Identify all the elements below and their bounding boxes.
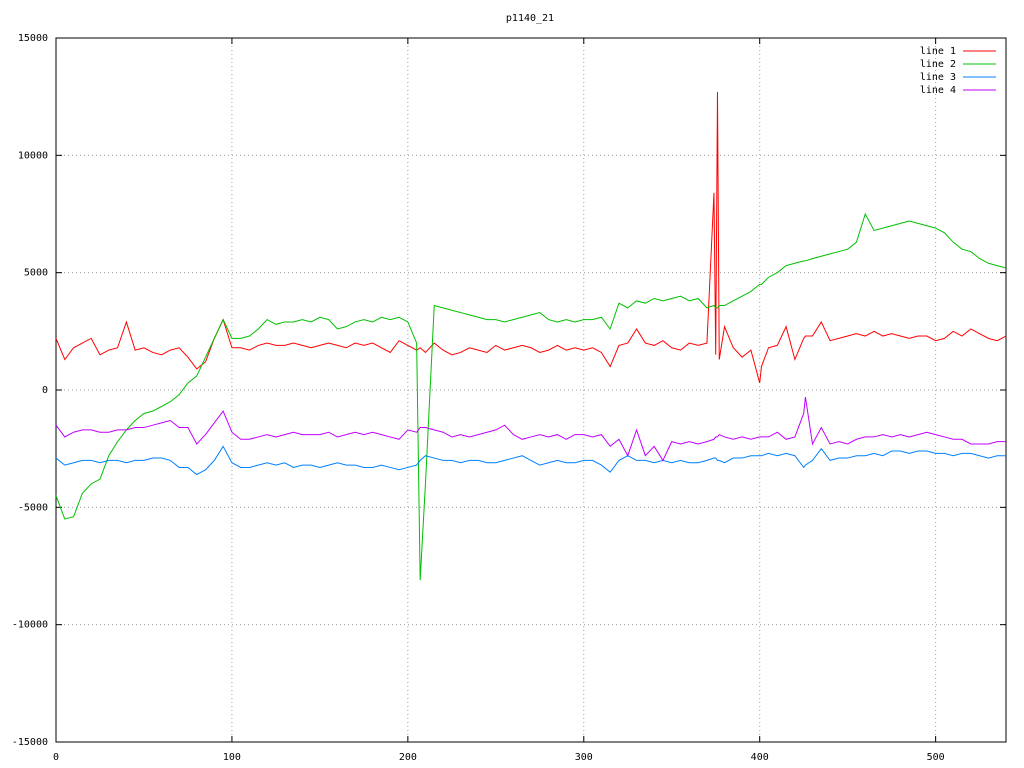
data-line [55, 396, 1006, 462]
y-tick-label: 5000 [24, 268, 48, 279]
x-tick-label: 300 [575, 752, 593, 763]
x-tick-label: 400 [751, 752, 769, 763]
data-line [55, 445, 1006, 476]
x-tick-label: 0 [53, 752, 59, 763]
y-tick-label: 15000 [18, 33, 48, 44]
y-tick-label: -15000 [12, 737, 48, 748]
x-tick-label: 100 [223, 752, 241, 763]
legend-label: line 1 [920, 46, 956, 57]
x-tick-label: 500 [927, 752, 945, 763]
legend-label: line 2 [920, 59, 956, 70]
legend-label: line 4 [920, 85, 956, 96]
y-tick-label: -10000 [12, 620, 48, 631]
plot-border [55, 37, 1007, 743]
y-tick-label: 10000 [18, 150, 48, 161]
data-line [55, 212, 1007, 581]
x-tick-label: 200 [399, 752, 417, 763]
legend-label: line 3 [920, 72, 956, 83]
chart-title: p1140_21 [506, 13, 554, 24]
y-tick-label: 0 [42, 385, 48, 396]
y-tick-label: -5000 [18, 502, 48, 513]
